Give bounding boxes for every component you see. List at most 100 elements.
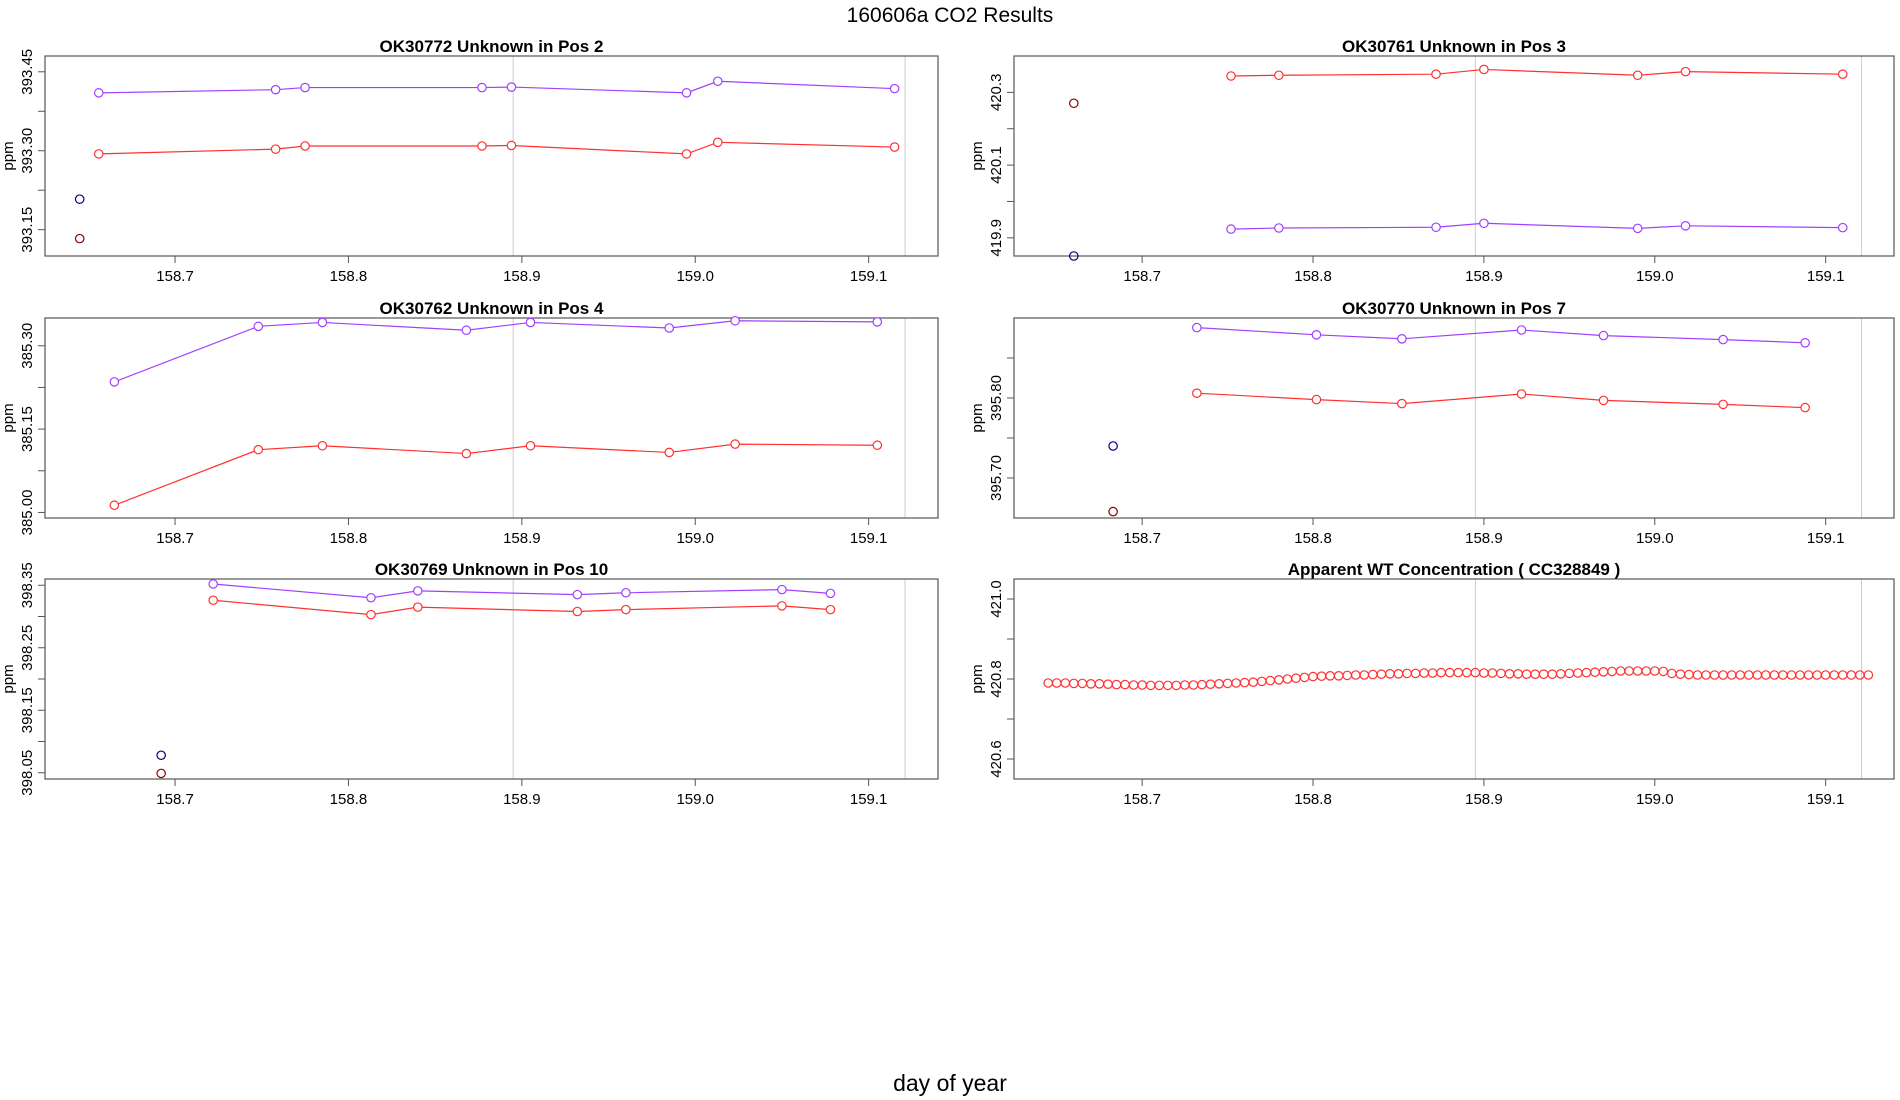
x-tick-label: 159.0 <box>676 791 714 808</box>
data-point-purple <box>317 317 328 328</box>
scatter-point <box>1598 666 1609 677</box>
x-tick-label: 158.9 <box>503 268 541 285</box>
data-point-red <box>253 444 264 455</box>
scatter-point <box>1658 666 1669 677</box>
scatter-point <box>1402 668 1412 679</box>
isolated-point <box>156 750 166 761</box>
data-point-red <box>1479 64 1489 75</box>
scatter-point <box>1162 680 1173 691</box>
chart-title: OK30772 Unknown in Pos 2 <box>380 37 604 56</box>
y-axis-label: ppm <box>0 403 17 432</box>
data-point-purple <box>712 76 723 87</box>
x-tick-label: 159.0 <box>1636 268 1674 285</box>
y-axis-label: ppm <box>969 403 986 432</box>
x-tick-label: 158.8 <box>1294 530 1332 547</box>
data-point-purple <box>777 584 787 595</box>
data-point-purple <box>1680 221 1691 231</box>
data-point-purple <box>270 84 281 95</box>
data-point-purple <box>872 317 883 327</box>
data-point-red <box>525 440 536 451</box>
y-tick-label: 419.9 <box>988 219 1005 257</box>
x-axis-caption: day of year <box>893 1070 1007 1096</box>
x-tick-label: 158.9 <box>503 791 541 808</box>
scatter-point <box>1513 668 1523 679</box>
data-point-red <box>317 440 328 451</box>
scatter-point <box>1581 667 1592 678</box>
scatter-point <box>1368 669 1378 680</box>
data-point-red <box>825 604 836 615</box>
data-point-red <box>1598 395 1609 406</box>
scatter-point <box>1086 678 1096 689</box>
x-tick-label: 158.8 <box>1294 791 1332 808</box>
scatter-point <box>1718 670 1728 680</box>
scatter-point <box>1462 667 1472 678</box>
x-tick-label: 158.7 <box>1123 268 1161 285</box>
plot-frame <box>44 317 939 519</box>
y-tick-label: 420.3 <box>988 74 1005 112</box>
isolated-point <box>1108 441 1118 451</box>
chart-title: OK30769 Unknown in Pos 10 <box>375 560 608 579</box>
scatter-point <box>1325 670 1335 681</box>
data-point-red <box>1311 394 1322 405</box>
y-tick-label: 385.15 <box>19 406 36 452</box>
y-axis-label: ppm <box>0 664 17 693</box>
plot-frame <box>1013 578 1895 780</box>
scatter-point <box>1145 680 1156 691</box>
scatter-point <box>1393 668 1404 679</box>
chart-panel-1: OK30772 Unknown in Pos 2 ppm 158.7 158.8 158… <box>0 37 939 285</box>
y-tick-label: 398.25 <box>19 625 36 671</box>
scatter-point <box>1222 678 1233 689</box>
series-line-red <box>114 443 878 506</box>
y-tick-label: 395.80 <box>988 375 1005 421</box>
scatter-point <box>1863 670 1874 680</box>
chart-panel-3: OK30762 Unknown in Pos 4 ppm 158.7 158.8 158… <box>0 299 939 547</box>
data-point-red <box>1837 69 1848 79</box>
scatter-point <box>1154 680 1165 691</box>
scatter-point <box>1607 666 1617 677</box>
series-line-red <box>1196 392 1806 409</box>
scatter-point <box>1316 671 1327 681</box>
data-point-red <box>1632 70 1643 81</box>
scatter-point <box>1812 670 1822 680</box>
series-line-purple <box>213 583 831 599</box>
scatter-point <box>1248 677 1259 687</box>
x-tick-label: 158.8 <box>330 791 368 808</box>
scatter-point <box>1487 668 1498 678</box>
chart-panel-4: OK30770 Unknown in Pos 7 ppm 158.7 158.8 158… <box>969 299 1895 547</box>
y-axis-label: ppm <box>969 141 986 170</box>
y-tick-label: 385.30 <box>19 323 36 369</box>
data-point-red <box>712 137 723 148</box>
data-point-purple <box>461 325 472 336</box>
chart-panel-6: Apparent WT Concentration ( CC328849 ) pp… <box>969 560 1895 808</box>
scatter-point <box>1342 670 1353 681</box>
scatter-point <box>1137 680 1147 690</box>
scatter-point <box>1675 669 1686 679</box>
scatter-point <box>1060 678 1071 688</box>
data-point-purple <box>525 317 536 328</box>
x-tick-label: 159.0 <box>1636 530 1674 547</box>
scatter-point <box>1641 666 1652 676</box>
x-tick-label: 159.0 <box>1636 791 1674 808</box>
scatter-point <box>1590 667 1600 677</box>
data-point-purple <box>1516 325 1527 335</box>
data-point-red <box>1431 69 1441 79</box>
isolated-point <box>1069 251 1079 261</box>
data-point-purple <box>1226 224 1236 234</box>
scatter-point <box>1350 670 1361 680</box>
x-tick-label: 158.7 <box>1123 530 1161 547</box>
scatter-point <box>1479 668 1489 678</box>
data-point-red <box>366 609 376 620</box>
scatter-point <box>1103 679 1113 689</box>
data-point-red <box>1274 70 1284 81</box>
data-point-red <box>477 141 487 151</box>
scatter-point <box>1299 672 1310 683</box>
scatter-point <box>1376 669 1387 679</box>
y-tick-label: 393.45 <box>19 49 36 95</box>
x-tick-label: 158.9 <box>1465 268 1503 285</box>
x-tick-label: 159.1 <box>850 530 888 547</box>
scatter-point <box>1709 670 1720 680</box>
series-line-purple <box>98 80 895 94</box>
y-tick-label: 420.8 <box>988 660 1005 698</box>
x-tick-label: 158.8 <box>330 530 368 547</box>
data-point-purple <box>572 589 583 600</box>
